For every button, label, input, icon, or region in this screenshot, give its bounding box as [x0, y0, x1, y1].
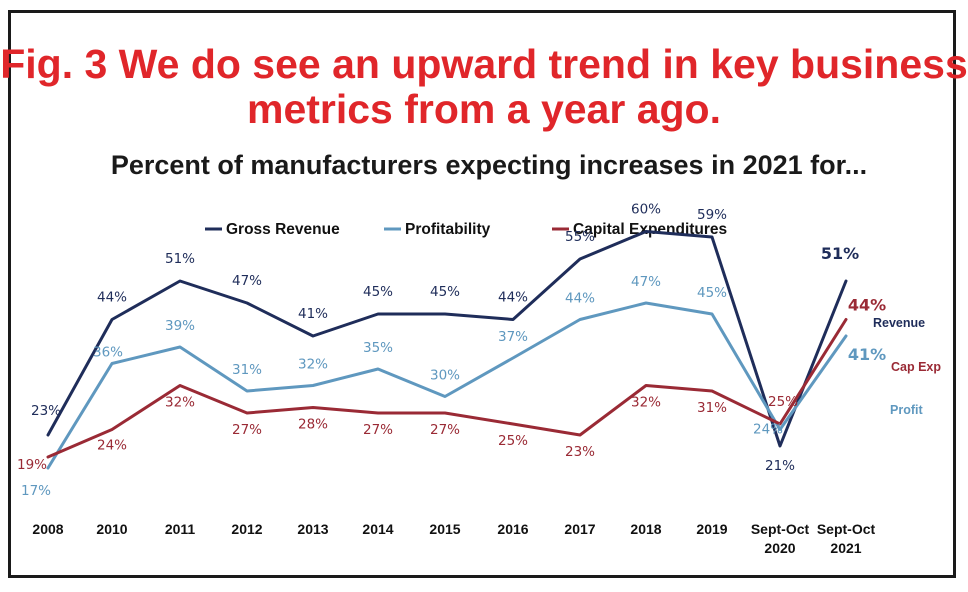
data-label: 17% [21, 483, 51, 499]
chart-frame [8, 10, 956, 578]
data-label: 41% [848, 345, 886, 364]
data-label: 60% [631, 202, 661, 218]
data-label: 44% [97, 290, 127, 306]
x-tick-label: 2008 [32, 521, 63, 537]
x-tick-label: Sept-Oct 2020 [751, 521, 810, 556]
x-tick-label: 2010 [96, 521, 127, 537]
x-tick-label: 2017 [564, 521, 595, 537]
series-end-label: Profit [890, 403, 923, 417]
data-label: 31% [697, 400, 727, 416]
data-label: 47% [232, 273, 262, 289]
series-line [46, 230, 848, 448]
x-tick-label: 2013 [297, 521, 328, 537]
series-line [46, 318, 848, 459]
data-label: 45% [697, 285, 727, 301]
data-label: 37% [498, 329, 528, 345]
data-label: 25% [768, 394, 798, 410]
x-tick-label: 2018 [630, 521, 661, 537]
x-tick-label: 2014 [362, 521, 393, 537]
x-tick-label: 2019 [696, 521, 727, 537]
data-label: 36% [93, 345, 123, 361]
data-label: 51% [821, 244, 859, 263]
chart-title: Fig. 3 We do see an upward trend in key … [0, 41, 968, 132]
data-label: 41% [298, 306, 328, 322]
data-label: 23% [565, 444, 595, 460]
data-label: 24% [753, 422, 783, 438]
data-label: 32% [298, 357, 328, 373]
data-label: 44% [565, 291, 595, 307]
data-label: 28% [298, 417, 328, 433]
data-label: 32% [631, 395, 661, 411]
x-tick-label: 2016 [497, 521, 528, 537]
x-tick-label: 2011 [165, 521, 196, 537]
data-label: 44% [848, 296, 886, 315]
data-label: 35% [363, 340, 393, 356]
legend-label: Gross Revenue [226, 221, 340, 238]
data-label: 47% [631, 274, 661, 290]
data-label: 25% [498, 433, 528, 449]
series-end-label: Cap Exp [891, 360, 941, 374]
data-label: 44% [498, 290, 528, 306]
data-label: 45% [430, 284, 460, 300]
data-label: 51% [165, 251, 195, 267]
x-tick-label: 2012 [231, 521, 262, 537]
data-label: 23% [31, 403, 61, 419]
data-label: 19% [17, 457, 47, 473]
x-tick-label: 2015 [429, 521, 460, 537]
x-tick-label: Sept-Oct 2021 [817, 521, 876, 556]
series-line [46, 301, 848, 470]
data-label: 39% [165, 318, 195, 334]
data-label: 30% [430, 368, 460, 384]
data-label: 31% [232, 362, 262, 378]
data-label: 32% [165, 395, 195, 411]
data-label: 55% [565, 229, 595, 245]
series-end-label: Revenue [873, 316, 925, 330]
data-label: 27% [363, 422, 393, 438]
data-label: 24% [97, 438, 127, 454]
data-label: 59% [697, 207, 727, 223]
data-label: 21% [765, 458, 795, 474]
data-label: 45% [363, 284, 393, 300]
chart-subtitle: Percent of manufacturers expecting incre… [110, 150, 868, 180]
data-label: 27% [430, 422, 460, 438]
legend-label: Profitability [405, 221, 491, 238]
data-label: 27% [232, 422, 262, 438]
